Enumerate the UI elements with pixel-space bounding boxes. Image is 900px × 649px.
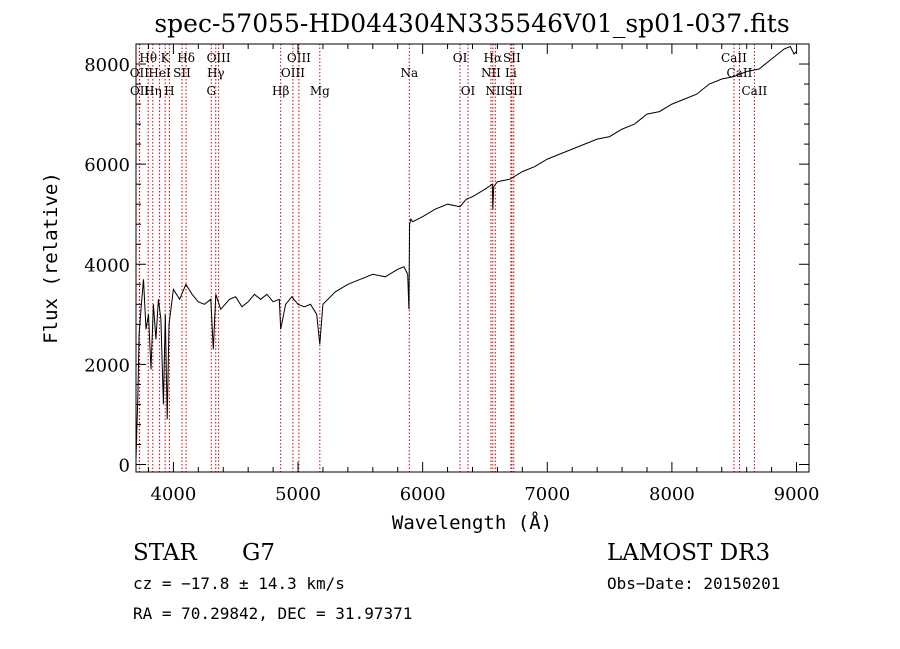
x-axis-ticks: 4000 5000 6000 7000 8000 9000 bbox=[147, 44, 820, 505]
x-tick-label-3: 7000 bbox=[524, 484, 570, 505]
line-label-8: Hδ bbox=[177, 51, 195, 65]
line-label-21: NII bbox=[481, 66, 501, 80]
line-label-0: Hθ bbox=[139, 51, 157, 65]
line-label-2: OII bbox=[130, 84, 150, 98]
spectral-line-markers bbox=[138, 44, 755, 472]
line-label-19: Hα bbox=[484, 51, 503, 65]
line-label-4: HeI bbox=[148, 66, 171, 80]
line-label-1: OII bbox=[130, 66, 150, 80]
x-tick-label-1: 5000 bbox=[275, 484, 321, 505]
line-label-7: H bbox=[164, 84, 174, 98]
y-tick-label-3: 6000 bbox=[84, 155, 130, 176]
x-tick-label-2: 6000 bbox=[400, 484, 446, 505]
x-tick-label-5: 9000 bbox=[774, 484, 820, 505]
plot-frame bbox=[135, 43, 810, 473]
line-label-12: Hβ bbox=[272, 84, 289, 98]
line-label-27: CaII bbox=[741, 84, 767, 98]
y-tick-label-4: 8000 bbox=[84, 55, 130, 76]
line-label-15: Mg bbox=[310, 84, 330, 98]
coordinates: RA = 70.29842, DEC = 31.97371 bbox=[133, 604, 412, 623]
line-label-6: SII bbox=[173, 66, 191, 80]
line-label-18: OI bbox=[461, 84, 476, 98]
chart-title: spec-57055-HD044304N335546V01_sp01-037.f… bbox=[154, 9, 789, 38]
x-axis-label: Wavelength (Å) bbox=[392, 511, 552, 534]
y-tick-label-2: 4000 bbox=[84, 255, 130, 276]
line-label-23: NII bbox=[485, 84, 505, 98]
survey-name: LAMOST DR3 bbox=[607, 540, 770, 566]
line-label-16: Na bbox=[400, 66, 418, 80]
spectrum-line bbox=[135, 45, 797, 460]
line-label-5: K bbox=[161, 51, 171, 65]
line-label-3: Hη bbox=[144, 84, 162, 98]
line-label-14: OIII bbox=[281, 66, 305, 80]
object-class: STAR bbox=[133, 540, 197, 566]
x-tick-label-4: 8000 bbox=[649, 484, 695, 505]
obs-date: Obs−Date: 20150201 bbox=[607, 574, 780, 593]
y-axis-ticks: 0 2000 4000 6000 8000 bbox=[84, 55, 809, 476]
line-label-10: Hγ bbox=[207, 66, 225, 80]
line-label-22: Li bbox=[505, 66, 517, 80]
line-label-11: G bbox=[206, 84, 216, 98]
object-subclass: G7 bbox=[242, 540, 275, 566]
line-label-20: SII bbox=[503, 51, 521, 65]
line-label-17: OI bbox=[453, 51, 468, 65]
line-label-9: OIII bbox=[207, 51, 231, 65]
y-axis-label: Flux (relative) bbox=[40, 172, 62, 344]
line-label-26: CaII bbox=[727, 66, 753, 80]
x-tick-label-0: 4000 bbox=[150, 484, 196, 505]
y-tick-label-0: 0 bbox=[119, 455, 130, 476]
line-label-25: CaII bbox=[721, 51, 747, 65]
y-tick-label-1: 2000 bbox=[84, 355, 130, 376]
line-label-24: SII bbox=[505, 84, 523, 98]
line-label-13: OIII bbox=[287, 51, 311, 65]
redshift-readout: cz = −17.8 ± 14.3 km/s bbox=[133, 574, 345, 593]
